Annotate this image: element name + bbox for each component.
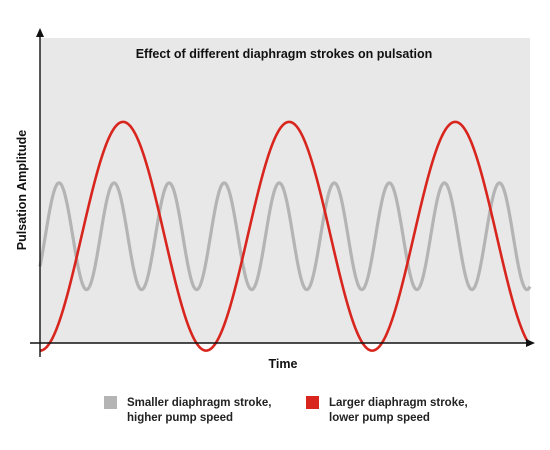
x-axis-arrow <box>526 339 535 347</box>
series-line-larger-stroke <box>39 120 532 352</box>
legend-label-larger-stroke-line1: Larger diaphragm stroke, <box>329 397 468 409</box>
chart-title: Effect of different diaphragm strokes on… <box>136 47 433 61</box>
y-axis-arrow <box>36 28 44 37</box>
legend-swatch-smaller-stroke <box>104 396 117 409</box>
y-axis-label: Pulsation Amplitude <box>15 130 29 250</box>
legend-label-larger-stroke-line2: lower pump speed <box>329 412 430 424</box>
legend-label-smaller-stroke-line1: Smaller diaphragm stroke, <box>127 397 271 409</box>
series-line-smaller-stroke <box>38 181 532 292</box>
legend: Smaller diaphragm stroke, higher pump sp… <box>104 396 468 424</box>
series-layer <box>38 120 532 352</box>
legend-item-smaller-stroke: Smaller diaphragm stroke, higher pump sp… <box>104 396 271 424</box>
x-axis-label: Time <box>269 357 298 371</box>
legend-item-larger-stroke: Larger diaphragm stroke, lower pump spee… <box>306 396 468 424</box>
legend-label-smaller-stroke-line2: higher pump speed <box>127 412 233 424</box>
legend-swatch-larger-stroke <box>306 396 319 409</box>
